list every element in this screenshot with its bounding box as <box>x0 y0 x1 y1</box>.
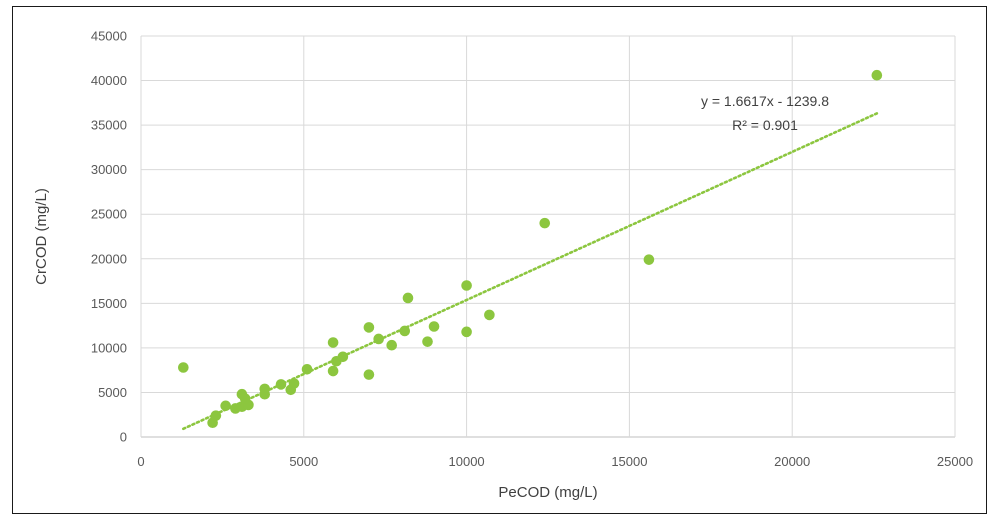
data-point <box>422 336 433 347</box>
y-axis-title: CrCOD (mg/L) <box>33 188 50 285</box>
y-tick-label: 20000 <box>91 251 127 266</box>
data-point <box>327 337 339 348</box>
labels: y = 1.6617x - 1239.8 R² = 0.901 PeCOD (m… <box>33 93 829 501</box>
data-point <box>402 292 414 304</box>
x-axis-title: PeCOD (mg/L) <box>498 484 597 501</box>
y-tick-label: 25000 <box>91 207 127 222</box>
x-tick-label: 10000 <box>449 454 485 469</box>
data-point <box>239 393 251 404</box>
x-tick-label: 15000 <box>611 454 647 469</box>
data-point <box>386 339 398 351</box>
data-point <box>301 363 313 375</box>
grid-lines <box>140 35 956 438</box>
axes: 0 5000 10000 15000 20000 25000 30000 35000 40000… <box>91 29 973 470</box>
data-point <box>275 379 287 390</box>
data-point <box>327 365 339 377</box>
trendline-group <box>182 112 879 431</box>
data-point <box>484 309 495 321</box>
data-point <box>178 362 189 373</box>
data-point <box>399 325 411 337</box>
scatter-chart: 0 5000 10000 15000 20000 25000 30000 35000 40000… <box>33 29 973 502</box>
data-point <box>363 369 375 380</box>
trendline-equation: y = 1.6617x - 1239.8 <box>701 93 829 109</box>
data-point <box>210 410 222 421</box>
data-point <box>259 383 271 395</box>
y-tick-label: 45000 <box>91 29 127 44</box>
x-tick-label: 20000 <box>774 454 810 469</box>
data-point <box>363 322 375 333</box>
x-tick-label: 5000 <box>289 454 318 469</box>
data-point <box>288 378 300 389</box>
data-point <box>871 69 883 81</box>
y-tick-label: 15000 <box>91 296 127 311</box>
x-tick-label: 0 <box>137 454 144 469</box>
data-point <box>428 321 440 332</box>
y-tick-label: 40000 <box>91 73 127 88</box>
chart-container: 0 5000 10000 15000 20000 25000 30000 35000 40000… <box>12 6 987 514</box>
data-point <box>539 217 551 229</box>
data-points <box>178 69 883 429</box>
data-point <box>643 254 655 265</box>
x-tick-label: 25000 <box>937 454 973 469</box>
y-tick-label: 30000 <box>91 162 127 177</box>
trendline-r-squared: R² = 0.901 <box>732 117 798 133</box>
trendline <box>182 112 879 431</box>
data-point <box>461 280 472 291</box>
data-point <box>220 400 231 412</box>
y-tick-label: 5000 <box>98 385 127 400</box>
data-point <box>337 351 349 363</box>
y-tick-label: 10000 <box>91 340 127 355</box>
data-point <box>373 333 384 345</box>
y-tick-label: 0 <box>120 430 127 445</box>
data-point <box>461 326 472 338</box>
y-tick-label: 35000 <box>91 118 127 133</box>
